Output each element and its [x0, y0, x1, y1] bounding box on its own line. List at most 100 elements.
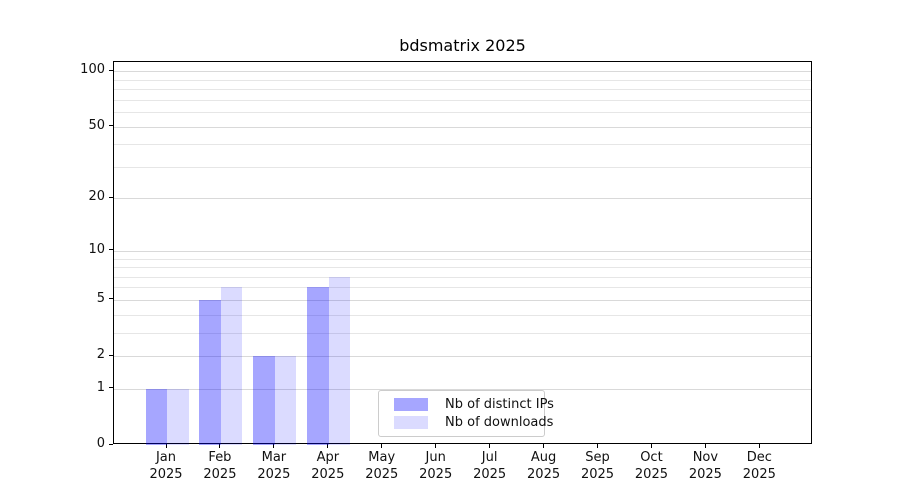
legend: Nb of distinct IPs Nb of downloads: [378, 390, 554, 437]
minor-gridline: [114, 112, 811, 114]
major-gridline: [114, 250, 811, 252]
x-tick-year: 2025: [419, 466, 453, 482]
y-tick-label: 5: [96, 290, 105, 306]
minor-gridline: [114, 99, 811, 101]
x-tick-year: 2025: [742, 466, 776, 482]
x-tick-month: Nov: [692, 450, 719, 465]
x-tick-label: Mar 2025: [244, 450, 304, 483]
x-tick-label: Sep 2025: [568, 450, 628, 483]
minor-gridline: [114, 332, 811, 334]
legend-entry-distinct-ips: Nb of distinct IPs: [394, 397, 554, 413]
plot-area: [113, 61, 812, 445]
x-tick-month: Jun: [425, 450, 446, 465]
x-tick-year: 2025: [688, 466, 722, 482]
x-tick-year: 2025: [473, 466, 507, 482]
y-tick-mark: [109, 69, 113, 71]
x-tick-mark: [704, 444, 706, 448]
bar-distinct-ips: [199, 299, 221, 445]
y-tick-label: 1: [96, 379, 105, 395]
minor-gridline: [114, 79, 811, 81]
x-tick-label: Dec 2025: [729, 450, 789, 483]
x-tick-mark: [273, 444, 275, 448]
bar-downloads: [167, 388, 189, 445]
x-tick-year: 2025: [257, 466, 291, 482]
x-tick-month: Jul: [481, 450, 498, 465]
major-gridline: [114, 71, 811, 73]
x-tick-label: Jul 2025: [460, 450, 520, 483]
minor-gridline: [114, 89, 811, 91]
x-tick-label: Jun 2025: [406, 450, 466, 483]
major-gridline: [114, 388, 811, 390]
minor-gridline: [114, 166, 811, 168]
y-tick-label: 50: [88, 117, 105, 133]
minor-gridline: [114, 314, 811, 316]
x-tick-year: 2025: [149, 466, 183, 482]
y-tick-mark: [109, 196, 113, 198]
y-tick-mark: [109, 387, 113, 389]
minor-gridline: [114, 144, 811, 146]
y-tick-mark: [109, 354, 113, 356]
y-tick-mark: [109, 125, 113, 127]
major-gridline: [114, 198, 811, 200]
legend-entry-downloads: Nb of downloads: [394, 414, 553, 430]
x-tick-mark: [543, 444, 545, 448]
bar-downloads: [274, 356, 297, 445]
x-tick-label: Oct 2025: [621, 450, 681, 483]
chart-title: bdsmatrix 2025: [399, 36, 526, 55]
minor-gridline: [114, 287, 811, 289]
x-tick-month: May: [368, 450, 396, 465]
x-tick-month: Oct: [640, 450, 663, 465]
x-tick-year: 2025: [365, 466, 399, 482]
x-tick-month: Sep: [585, 450, 610, 465]
x-tick-label: Feb 2025: [190, 450, 250, 483]
x-tick-month: Aug: [530, 450, 557, 465]
x-tick-mark: [758, 444, 760, 448]
x-tick-label: Aug 2025: [514, 450, 574, 483]
x-tick-month: Apr: [316, 450, 340, 465]
y-tick-label: 100: [80, 62, 105, 78]
major-gridline: [114, 299, 811, 301]
x-tick-label: May 2025: [352, 450, 412, 483]
minor-gridline: [114, 258, 811, 260]
x-tick-mark: [489, 444, 491, 448]
x-tick-label: Apr 2025: [298, 450, 358, 483]
y-tick-mark: [109, 443, 113, 445]
legend-label-distinct-ips: Nb of distinct IPs: [445, 397, 554, 413]
y-tick-mark: [109, 298, 113, 300]
x-tick-month: Feb: [208, 450, 232, 465]
x-tick-mark: [381, 444, 383, 448]
x-tick-label: Nov 2025: [675, 450, 735, 483]
y-tick-mark: [109, 249, 113, 251]
x-tick-label: Jan 2025: [136, 450, 196, 483]
x-tick-year: 2025: [311, 466, 345, 482]
x-tick-year: 2025: [580, 466, 615, 482]
x-tick-year: 2025: [634, 466, 668, 482]
x-tick-mark: [165, 444, 167, 448]
x-tick-mark: [650, 444, 652, 448]
x-tick-month: Dec: [746, 450, 772, 465]
bar-distinct-ips: [145, 388, 167, 445]
x-tick-mark: [219, 444, 221, 448]
x-tick-mark: [435, 444, 437, 448]
x-tick-year: 2025: [527, 466, 561, 482]
y-tick-label: 20: [88, 189, 105, 205]
x-tick-mark: [327, 444, 329, 448]
legend-swatch-downloads: [394, 415, 428, 429]
bar-downloads: [328, 276, 351, 445]
y-tick-label: 2: [96, 347, 105, 363]
major-gridline: [114, 356, 811, 358]
bar-distinct-ips: [253, 356, 275, 445]
x-tick-month: Mar: [261, 450, 287, 465]
y-tick-label: 10: [88, 241, 105, 257]
x-tick-month: Jan: [155, 450, 177, 465]
x-tick-mark: [597, 444, 599, 448]
major-gridline: [114, 126, 811, 128]
minor-gridline: [114, 267, 811, 269]
legend-label-downloads: Nb of downloads: [445, 414, 554, 430]
bar-distinct-ips: [307, 287, 329, 445]
y-tick-label: 0: [96, 436, 105, 451]
legend-swatch-distinct-ips: [394, 398, 428, 412]
bar-downloads: [220, 287, 243, 445]
x-tick-year: 2025: [203, 466, 237, 482]
